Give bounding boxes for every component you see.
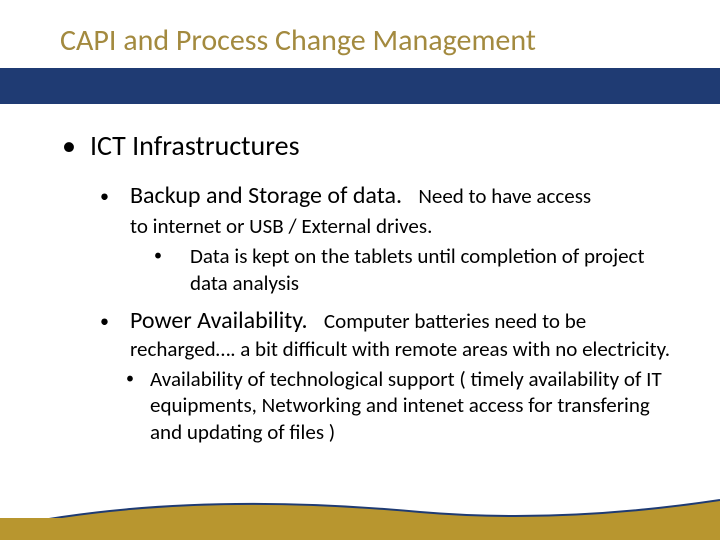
bullet-level3: • Data is kept on the tablets until comp… xyxy=(154,243,684,296)
bullet-level2: • Backup and Storage of data. Need to ha… xyxy=(100,181,684,211)
bullet-dot-icon: • xyxy=(126,366,150,389)
l2-continuation: to internet or USB / External drives. xyxy=(130,213,684,239)
slide: CAPI and Process Change Management • ICT… xyxy=(0,0,720,540)
title-underline-band xyxy=(0,68,720,104)
l2-text: Power Availability. Computer batteries n… xyxy=(130,306,586,336)
bullet-dot-icon: • xyxy=(62,128,90,163)
bullet-dot-icon: • xyxy=(100,181,130,208)
l3-text: Availability of technological support ( … xyxy=(150,366,684,445)
bullet-dot-icon: • xyxy=(100,306,130,333)
l3-text: Data is kept on the tablets until comple… xyxy=(190,243,684,296)
l2-tail: Need to have access xyxy=(418,183,591,209)
slide-title: CAPI and Process Change Management xyxy=(60,22,680,59)
l2-lead: Backup and Storage of data. xyxy=(130,181,402,210)
bullet-level3: • Availability of technological support … xyxy=(126,366,684,445)
bullet-level2: • Power Availability. Computer batteries… xyxy=(100,306,684,336)
l2-tail: Computer batteries need to be xyxy=(324,308,586,334)
footer-bar xyxy=(0,518,720,540)
bullet-dot-icon: • xyxy=(154,243,190,266)
bullet-level1: • ICT Infrastructures xyxy=(62,128,684,163)
content-area: • ICT Infrastructures • Backup and Stora… xyxy=(62,128,684,445)
l2-continuation: recharged…. a bit difficult with remote … xyxy=(130,336,684,362)
l2-lead: Power Availability. xyxy=(130,306,308,335)
l1-text: ICT Infrastructures xyxy=(90,128,300,163)
l2-text: Backup and Storage of data. Need to have… xyxy=(130,181,591,211)
